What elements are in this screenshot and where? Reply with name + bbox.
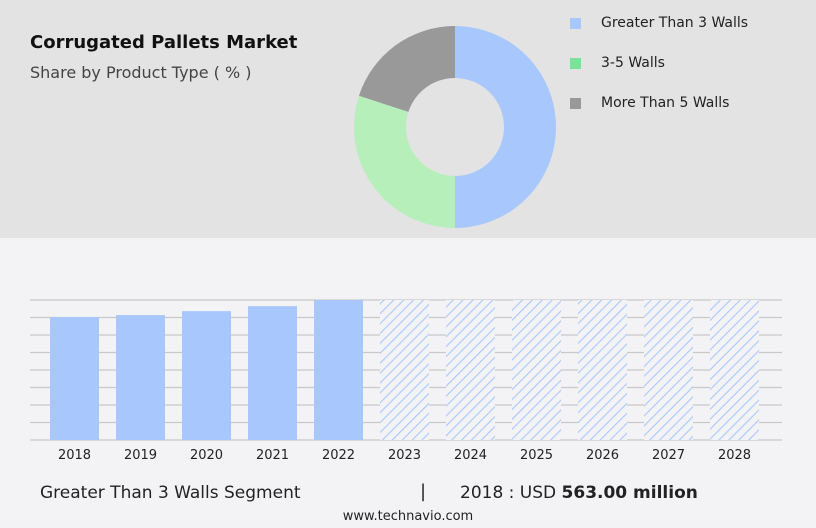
forecast-bar — [710, 300, 759, 440]
bar — [182, 311, 231, 440]
bar — [248, 306, 297, 440]
separator: | — [420, 481, 427, 502]
x-tick-label: 2026 — [586, 448, 619, 463]
legend-swatch — [570, 97, 581, 109]
legend-label: Greater Than 3 Walls — [601, 15, 749, 31]
bar — [50, 317, 99, 440]
x-tick-label: 2022 — [322, 448, 355, 463]
forecast-bar — [380, 300, 429, 440]
legend-item: More Than 5 Walls — [570, 95, 729, 111]
x-tick-label: 2021 — [256, 448, 289, 463]
x-tick-label: 2027 — [652, 448, 685, 463]
legend-swatch — [570, 57, 581, 69]
legend-item: 3-5 Walls — [570, 55, 665, 71]
legend-item: Greater Than 3 Walls — [570, 15, 748, 31]
value-amount: 563.00 million — [561, 483, 698, 503]
x-tick-label: 2025 — [520, 448, 553, 463]
legend-label: 3-5 Walls — [601, 55, 665, 71]
legend-label: More Than 5 Walls — [601, 95, 730, 111]
x-tick-label: 2024 — [454, 448, 487, 463]
chart-title: Corrugated Pallets Market — [30, 32, 298, 53]
forecast-bar — [512, 300, 561, 440]
forecast-bar — [578, 300, 627, 440]
x-tick-label: 2018 — [58, 448, 91, 463]
x-tick-label: 2020 — [190, 448, 223, 463]
bar — [116, 315, 165, 440]
source-link[interactable]: www.technavio.com — [342, 509, 474, 524]
segment-value: 2018 : USD 563.00 million — [460, 483, 698, 503]
donut-slice — [354, 95, 455, 229]
x-tick-label: 2028 — [718, 448, 751, 463]
segment-label: Greater Than 3 Walls Segment — [40, 483, 301, 503]
forecast-bar — [644, 300, 693, 440]
year-label: 2018 : USD — [460, 483, 562, 503]
chart-subtitle: Share by Product Type ( % ) — [30, 63, 252, 82]
x-tick-label: 2023 — [388, 448, 421, 463]
legend-swatch — [570, 17, 581, 29]
forecast-bar — [446, 300, 495, 440]
bar — [314, 300, 363, 440]
donut-slice — [358, 26, 455, 112]
donut-slice — [455, 26, 556, 228]
x-tick-label: 2019 — [124, 448, 157, 463]
